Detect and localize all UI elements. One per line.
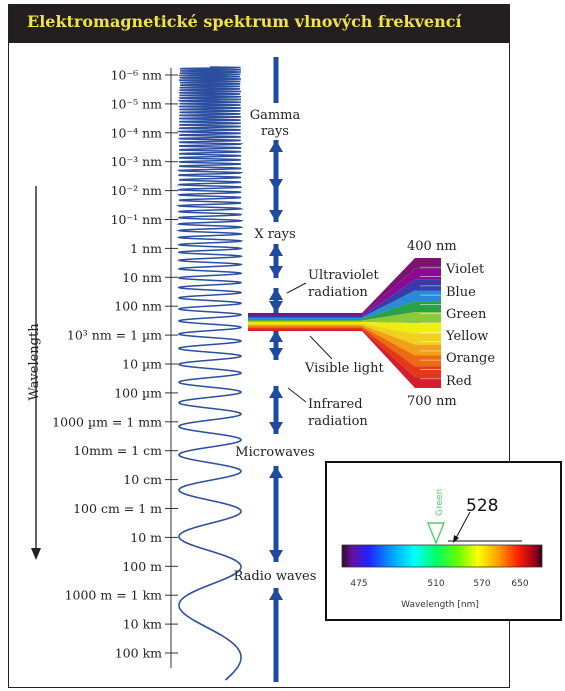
color-label-violet: Violet [445,262,485,277]
radio-waves-label: Radio waves [234,569,317,584]
uv-label-line2: radiation [308,285,368,300]
green-marker-icon [426,522,446,545]
arrow-up-icon [269,330,283,342]
uv-pointer [286,282,307,294]
color-label-orange: Orange [446,351,495,366]
spectrum-band [248,258,441,315]
inset-value-pointer [455,511,471,539]
wavelength-arrow [31,186,41,560]
wavelength-tick-label: 10 m [130,530,162,545]
title-bar: Elektromagnetické spektrum vlnových frek… [9,5,509,43]
wavelength-tick-label: 10 cm [123,472,162,487]
visible-spectrum-fan [248,258,441,388]
inset-pointer-arrowhead [453,535,459,543]
arrow-down-icon [269,550,283,562]
uv-label-line1: Ultraviolet [308,268,379,283]
color-label-blue: Blue [446,285,476,300]
wavelength-tick-label: 100 µm [114,385,162,400]
gamma-label-line1: Gamma [250,108,301,123]
spectrum-band [248,329,441,388]
spectrum-bottom-label: 700 nm [407,394,457,409]
arrow-down-icon [269,266,283,278]
color-label-red: Red [446,374,472,389]
inset-marker-label: Green [435,489,445,516]
ir-pointer [287,387,307,403]
wavelength-tick-label: 10⁻³ nm [111,154,163,169]
spectrum-band [248,322,441,334]
wavelength-tick-label: 10mm = 1 cm [73,443,162,458]
arrow-down-icon [269,348,283,360]
spectrum-band [248,328,441,378]
arrow-down-icon [269,210,283,222]
wavelength-tick-label: 10³ nm = 1 µm [67,328,162,343]
inset-axis-label: Wavelength [nm] [401,600,479,610]
spectrum-band [248,279,441,318]
xrays-label: X rays [254,227,295,242]
arrow-up-icon [269,466,283,478]
arrow-up-icon [269,588,283,600]
wavelength-ticks: 10⁻⁶ nm 10⁻⁵ nm 10⁻⁴ nm 10⁻³ nm 10⁻² nm 10⁻¹ … [52,68,178,661]
visible-pointer [309,335,333,360]
color-label-green: Green [446,307,487,322]
wavelength-tick-label: 10⁻⁴ nm [111,125,163,140]
spectrum-band [248,290,441,319]
wavelength-tick-label: 10⁻⁶ nm [111,68,163,83]
arrow-down-icon [269,422,283,434]
inset-tick-475: 475 [350,579,367,589]
wavelength-tick-label: 10⁻¹ nm [111,212,163,227]
wavelength-tick-label: 10⁻² nm [111,183,163,198]
wavelength-tick-label: 10 nm [122,270,162,285]
wave-curve [175,66,245,681]
color-label-yellow: Yellow [445,329,488,344]
inset-value-label: 528 [466,496,498,516]
inset-tick-650: 650 [511,579,528,589]
spectrum-band [248,301,441,321]
band-divider-bar [269,57,283,682]
arrow-up-icon [269,140,283,152]
inset-tick-510: 510 [427,579,444,589]
arrow-down-icon [269,301,283,313]
ir-label-line2: radiation [308,414,368,429]
arrow-up-icon [269,244,283,256]
spectrum-band [248,326,441,367]
arrow-down-icon [269,179,283,191]
inset-panel: Green 528 475 510 570 650 Wavelength [nm… [325,461,562,621]
spectrum-band [248,323,441,345]
spectrum-top-label: 400 nm [407,239,457,254]
wavelength-tick-label: 1000 m = 1 km [65,588,163,603]
wavelength-axis-label: Wavelength [27,323,42,401]
spectrum-band [248,325,441,356]
wavelength-tick-label: 100 nm [114,299,162,314]
wavelength-tick-label: 10⁻⁵ nm [111,96,163,111]
arrow-up-icon [269,386,283,398]
spectrum-band [248,268,441,316]
visible-light-label: Visible light [304,361,384,376]
wavelength-tick-label: 100 cm = 1 m [73,501,162,516]
page-title: Elektromagnetické spektrum vlnových frek… [27,12,462,31]
wavelength-tick-label: 100 m [122,559,162,574]
ir-label-line1: Infrared [308,397,363,412]
spectrum-band [248,312,441,323]
wavelength-tick-label: 1 nm [130,241,162,256]
wavelength-tick-label: 10 km [123,617,162,632]
inset-spectrum-bar [341,544,543,568]
gamma-label-line2: rays [261,124,289,139]
wavelength-tick-label: 1000 µm = 1 mm [52,414,162,429]
wavelength-tick-label: 100 km [115,646,162,661]
inset-tick-570: 570 [473,579,490,589]
arrow-up-icon [269,288,283,300]
wavelength-tick-label: 10 µm [122,357,162,372]
microwaves-label: Microwaves [235,445,314,460]
